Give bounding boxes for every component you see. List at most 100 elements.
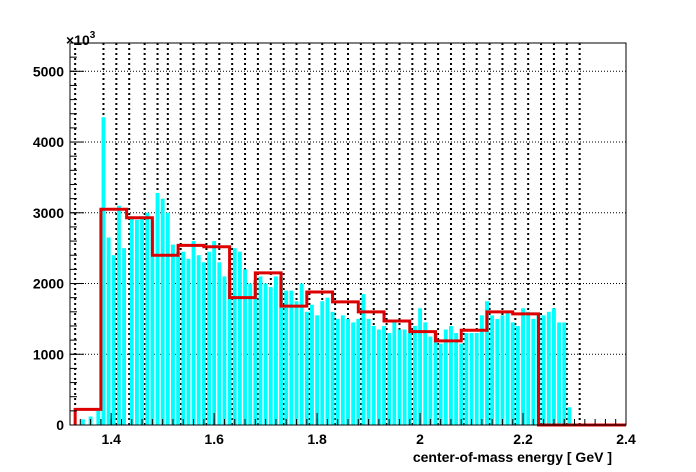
data-bar-17 xyxy=(176,251,181,425)
x-tick-label-3: 2 xyxy=(416,431,424,447)
data-bar-91 xyxy=(557,322,562,425)
data-bar-19 xyxy=(186,258,191,425)
x-tick-label-5: 2.4 xyxy=(616,431,636,447)
data-bar-3 xyxy=(101,117,106,426)
data-bar-31 xyxy=(248,283,253,425)
data-bar-4 xyxy=(106,237,111,425)
data-bar-6 xyxy=(116,205,121,425)
x-tick-label-2: 1.8 xyxy=(307,431,327,447)
data-bar-22 xyxy=(201,262,206,425)
data-bar-43 xyxy=(310,304,314,425)
data-bar-38 xyxy=(284,290,289,425)
y-multiplier-base: ×10 xyxy=(66,32,90,48)
x-axis-label: center-of-mass energy [ GeV ] xyxy=(413,449,612,465)
data-bar-49 xyxy=(340,315,345,425)
x-tick-label-0: 1.4 xyxy=(101,431,121,447)
data-bar-89 xyxy=(546,311,551,425)
data-bar-33 xyxy=(258,276,263,425)
data-bar-47 xyxy=(330,311,335,425)
data-bar-46 xyxy=(325,297,330,425)
y-multiplier-label: ×103 xyxy=(66,30,96,48)
data-bar-58 xyxy=(387,333,392,425)
data-bar-7 xyxy=(122,248,126,425)
data-bar-9 xyxy=(134,219,139,425)
data-bar-57 xyxy=(382,325,386,425)
data-bar-72 xyxy=(459,343,464,425)
data-bar-30 xyxy=(243,269,247,425)
data-bar-54 xyxy=(366,318,371,425)
data-bar-10 xyxy=(140,216,145,425)
data-bar-75 xyxy=(474,333,479,425)
step-histogram-line xyxy=(73,207,626,427)
axis-layer: 1.4 1.6 1.8 2 2.2 2.4 0 1000 2000 3000 4000 5000 xyxy=(33,42,636,447)
data-bar-64 xyxy=(418,308,423,425)
data-bar-42 xyxy=(304,311,309,425)
data-bar-13 xyxy=(155,192,160,425)
data-bar-62 xyxy=(407,333,412,425)
data-bar-35 xyxy=(268,287,273,425)
data-bar-90 xyxy=(551,308,556,425)
data-bar-14 xyxy=(160,198,165,425)
data-bar-50 xyxy=(346,318,350,425)
data-bar-83 xyxy=(515,325,520,425)
y-multiplier-exponent: 3 xyxy=(90,30,96,41)
data-bar-25 xyxy=(217,262,222,425)
data-bar-80 xyxy=(500,315,505,425)
data-bar-2 xyxy=(96,410,101,425)
data-bar-8 xyxy=(129,216,134,425)
data-bar-23 xyxy=(207,251,211,425)
data-bar-66 xyxy=(428,336,433,425)
data-bar-34 xyxy=(263,283,268,425)
data-bar-78 xyxy=(490,315,495,425)
data-bar-70 xyxy=(449,325,453,425)
data-bar-74 xyxy=(469,333,474,425)
x-tick-label-4: 2.2 xyxy=(513,431,533,447)
data-bar-41 xyxy=(299,283,304,425)
data-bar-5 xyxy=(111,255,116,425)
data-bar-93 xyxy=(567,407,572,425)
data-bar-0 xyxy=(80,419,85,425)
data-bar-73 xyxy=(464,333,469,425)
data-bar-68 xyxy=(438,343,443,425)
data-bar-26 xyxy=(222,276,227,425)
data-bar-88 xyxy=(541,315,546,425)
data-bar-39 xyxy=(289,290,294,425)
data-bar-86 xyxy=(531,318,536,425)
data-bar-11 xyxy=(145,212,150,425)
data-bar-44 xyxy=(315,315,320,425)
y-tick-label-4: 4000 xyxy=(33,134,64,150)
data-bar-52 xyxy=(356,318,361,425)
data-bar-40 xyxy=(294,301,299,425)
data-bar-18 xyxy=(181,251,186,425)
data-bar-92 xyxy=(562,322,567,425)
data-bar-51 xyxy=(351,322,356,425)
data-bar-56 xyxy=(376,329,381,425)
data-bar-63 xyxy=(412,325,417,425)
data-bar-20 xyxy=(191,241,196,425)
data-bar-76 xyxy=(479,315,484,425)
data-bar-61 xyxy=(402,329,407,425)
data-bar-36 xyxy=(273,276,278,425)
data-bar-16 xyxy=(171,244,175,425)
y-tick-label-2: 2000 xyxy=(33,276,64,292)
data-bar-37 xyxy=(279,276,284,425)
data-bar-67 xyxy=(433,333,438,425)
data-bar-69 xyxy=(443,329,448,425)
data-bar-29 xyxy=(237,251,242,425)
y-tick-label-3: 3000 xyxy=(33,205,64,221)
data-bar-79 xyxy=(495,318,500,425)
data-bar-59 xyxy=(392,322,397,425)
data-bar-48 xyxy=(335,318,340,425)
data-bar-71 xyxy=(454,333,459,425)
x-tick-label-1: 1.6 xyxy=(204,431,224,447)
step-layer xyxy=(73,207,626,427)
data-bar-32 xyxy=(253,279,258,425)
data-bar-15 xyxy=(165,212,170,425)
data-bar-28 xyxy=(232,248,237,425)
data-bar-12 xyxy=(150,219,155,425)
data-bar-24 xyxy=(212,241,217,425)
data-bar-81 xyxy=(505,311,510,425)
data-bar-84 xyxy=(521,308,525,425)
data-bar-85 xyxy=(526,311,531,425)
